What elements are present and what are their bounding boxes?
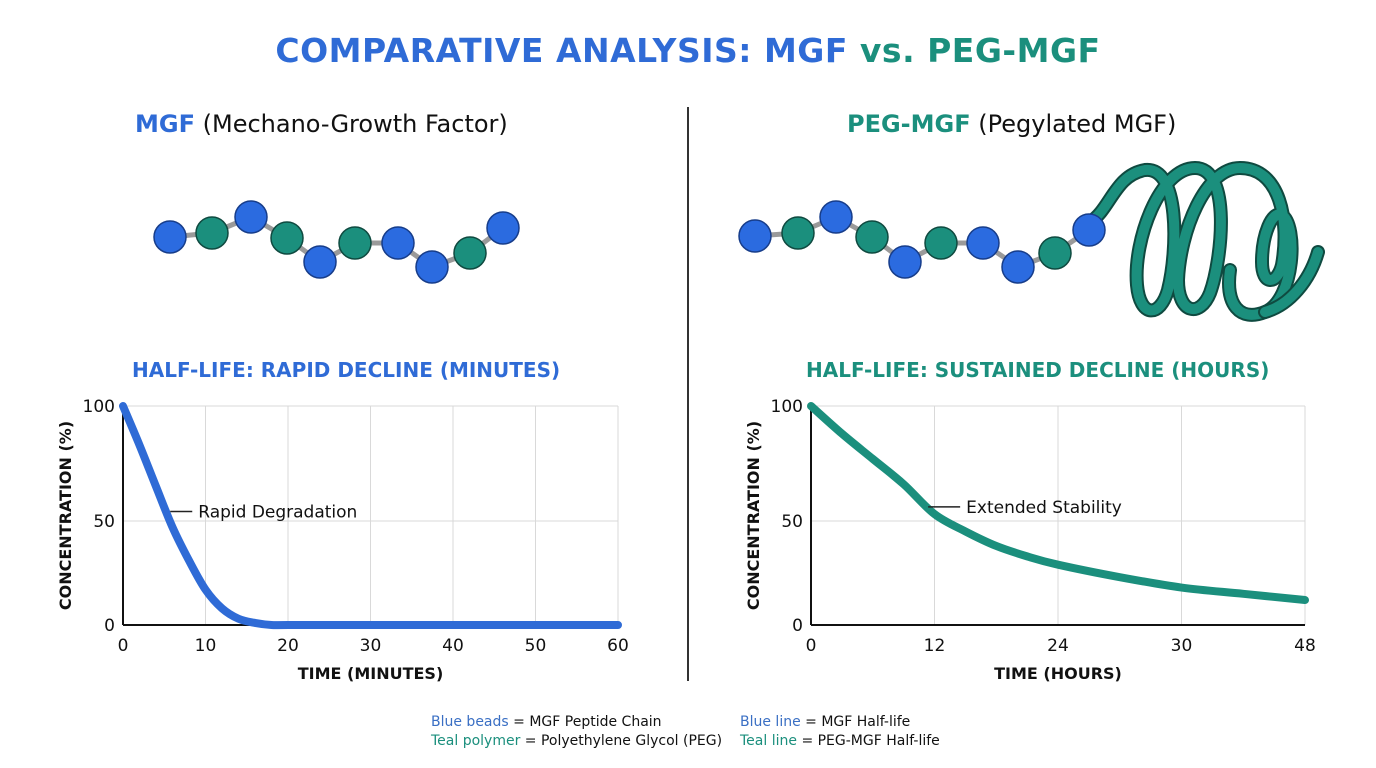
x-tick-label: 48 [1294, 636, 1316, 656]
main-title: COMPARATIVE ANALYSIS: MGF vs. PEG-MGF [0, 31, 1376, 70]
legend-key: Teal line [740, 733, 797, 749]
legend-value: = MGF Half-life [805, 714, 911, 730]
y-tick-label: 50 [93, 512, 115, 532]
y-tick-label: 50 [781, 512, 803, 532]
x-axis-label: TIME (MINUTES) [298, 664, 444, 683]
peg-mgf-molecule [738, 160, 1325, 322]
mgf-heading: MGF (Mechano-Growth Factor) [135, 110, 508, 138]
x-tick-label: 24 [1047, 636, 1069, 656]
blue-bead [966, 226, 1000, 260]
mgf-peptide-chain [153, 200, 520, 284]
legend-teal-line: Teal line = PEG-MGF Half-life [740, 732, 940, 751]
legend-key: Teal polymer [431, 733, 521, 749]
y-axis-label: CONCENTRATION (%) [56, 421, 75, 610]
blue-bead [153, 220, 187, 254]
teal-bead [1038, 236, 1072, 270]
y-tick-label: 0 [792, 616, 803, 636]
mgf-heading-rest: (Mechano-Growth Factor) [202, 110, 508, 138]
legend-value: = Polyethylene Glycol (PEG) [524, 733, 723, 749]
x-tick-label: 20 [277, 636, 299, 656]
blue-bead [738, 219, 772, 253]
peg-mgf-chart-title: HALF-LIFE: SUSTAINED DECLINE (HOURS) [806, 358, 1270, 382]
mgf-heading-bold: MGF [135, 110, 195, 138]
x-axis-label: TIME (HOURS) [994, 664, 1122, 683]
peg-mgf-half-life-chart: 0 12 24 30 48 0 50 100 TIME (HOURS) CONCENTRATION… [744, 397, 1316, 683]
y-axis-label: CONCENTRATION (%) [744, 421, 763, 610]
series-line [119, 402, 622, 630]
series-line [807, 402, 1309, 605]
teal-bead [781, 216, 815, 250]
blue-bead [888, 245, 922, 279]
blue-bead [234, 200, 268, 234]
panel-divider [687, 107, 689, 681]
y-tick-label: 100 [83, 397, 115, 417]
x-tick-label: 12 [924, 636, 946, 656]
teal-bead [855, 220, 889, 254]
x-tick-label: 40 [442, 636, 464, 656]
x-tick-label: 30 [1171, 636, 1193, 656]
blue-bead [819, 200, 853, 234]
legend-key: Blue line [740, 714, 801, 730]
blue-bead [381, 226, 415, 260]
blue-bead [415, 250, 449, 284]
x-tick-label: 10 [195, 636, 217, 656]
legend-value: = MGF Peptide Chain [513, 714, 662, 730]
legend-teal-polymer: Teal polymer = Polyethylene Glycol (PEG) [431, 732, 722, 751]
x-tick-label: 0 [806, 636, 817, 656]
mgf-chart-title: HALF-LIFE: RAPID DECLINE (MINUTES) [132, 358, 561, 382]
teal-bead [195, 216, 229, 250]
title-part-peg: vs. PEG-MGF [859, 31, 1101, 70]
title-part-mgf: COMPARATIVE ANALYSIS: MGF [275, 31, 848, 70]
teal-bead [453, 236, 487, 270]
blue-bead [303, 245, 337, 279]
legend-blue-beads: Blue beads = MGF Peptide Chain [431, 713, 662, 732]
y-tick-label: 100 [771, 397, 803, 417]
annotation-label: Extended Stability [966, 498, 1122, 518]
legend-blue-line: Blue line = MGF Half-life [740, 713, 910, 732]
annotation-label: Rapid Degradation [198, 503, 357, 523]
teal-bead [924, 226, 958, 260]
x-tick-label: 0 [118, 636, 129, 656]
peg-polymer-coil [1083, 160, 1325, 322]
x-tick-label: 50 [525, 636, 547, 656]
x-tick-label: 30 [360, 636, 382, 656]
y-tick-label: 0 [104, 616, 115, 636]
blue-bead [1072, 213, 1106, 247]
legend-value: = PEG-MGF Half-life [801, 733, 940, 749]
peg-mgf-heading: PEG-MGF (Pegylated MGF) [847, 110, 1176, 138]
blue-bead [1001, 250, 1035, 284]
blue-bead [486, 211, 520, 245]
teal-bead [270, 221, 304, 255]
legend-key: Blue beads [431, 714, 509, 730]
x-tick-label: 60 [607, 636, 629, 656]
peg-mgf-heading-rest: (Pegylated MGF) [978, 110, 1177, 138]
teal-bead [338, 226, 372, 260]
mgf-half-life-chart: 0 10 20 30 40 50 60 0 50 100 TIME (MINUTES) CONCENT… [56, 397, 629, 683]
peg-mgf-heading-bold: PEG-MGF [847, 110, 971, 138]
